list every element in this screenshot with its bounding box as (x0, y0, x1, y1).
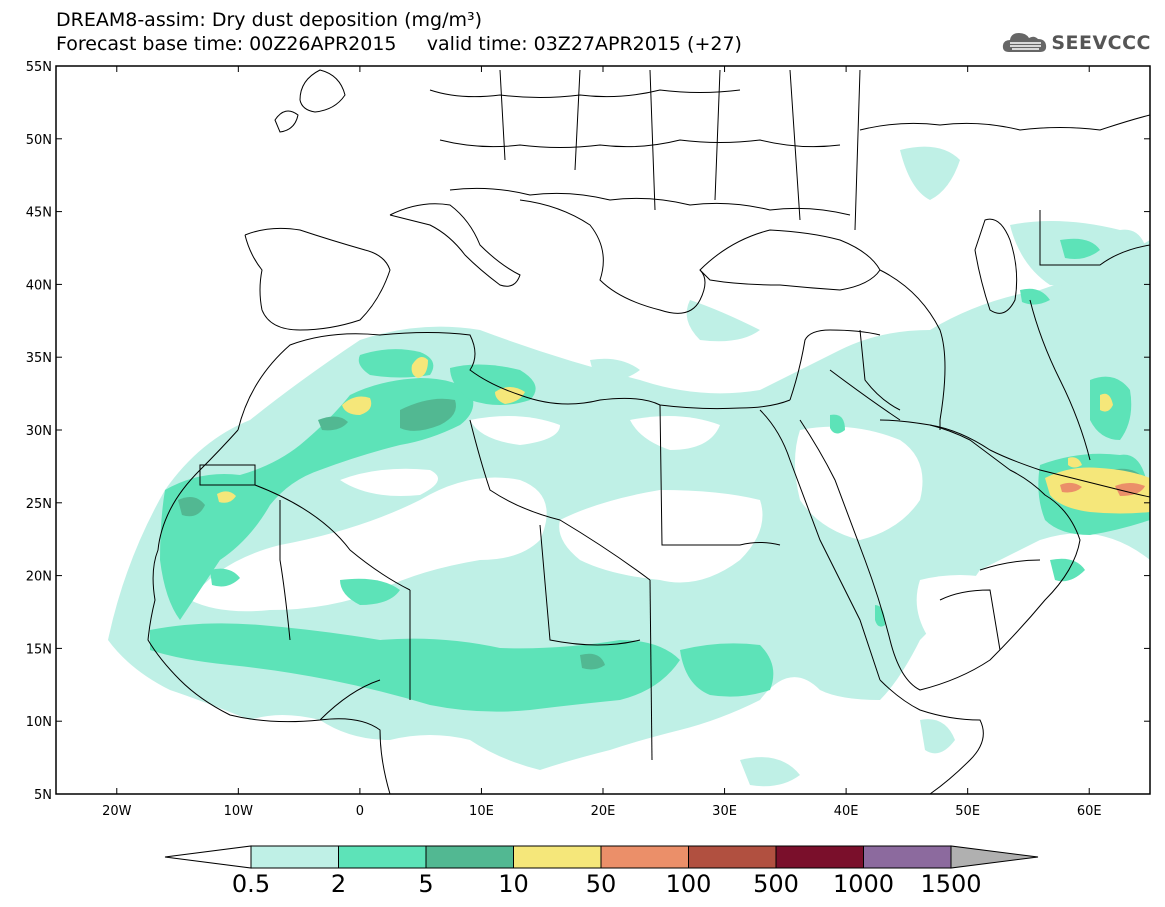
colorbar-swatch (513, 845, 602, 869)
seevccc-logo: SEEVCCC (1001, 28, 1151, 58)
lon-label: 40E (834, 804, 859, 819)
colorbar-label: 5 (418, 870, 434, 898)
lat-label: 40N (26, 278, 52, 293)
colorbar-label: 2 (330, 870, 347, 898)
base-time: Forecast base time: 00Z26APR2015 (56, 33, 397, 55)
lat-label: 20N (26, 570, 52, 585)
lat-label: 45N (26, 206, 52, 221)
logo-text: SEEVCCC (1051, 32, 1151, 54)
lon-label: 20E (591, 804, 616, 819)
colorbar-low-arrow (164, 845, 252, 869)
lat-label: 55N (26, 60, 52, 75)
lon-label: 60E (1077, 804, 1102, 819)
lat-label: 35N (26, 351, 52, 366)
colorbar-label: 0.5 (231, 870, 271, 898)
colorbar-swatch (425, 845, 514, 869)
lon-label: 50E (955, 804, 980, 819)
lat-label: 10N (26, 715, 52, 730)
lat-label: 50N (26, 133, 52, 148)
lon-label: 10E (469, 804, 494, 819)
map-title: DREAM8-assim: Dry dust deposition (mg/m³… (56, 9, 483, 31)
coastlines (147, 69, 1150, 794)
lon-label: 20W (102, 804, 132, 819)
lon-label: 30E (712, 804, 737, 819)
colorbar-swatch (863, 845, 952, 869)
clear-areas (190, 416, 1003, 654)
lon-label: 0 (356, 804, 364, 819)
colorbar-swatch (775, 845, 864, 869)
valid-time: valid time: 03Z27APR2015 (+27) (426, 33, 742, 55)
lat-label: 15N (26, 642, 52, 657)
lat-label: 30N (26, 424, 52, 439)
colorbar-label: 50 (585, 870, 617, 898)
lat-label: 25N (26, 497, 52, 512)
lon-label: 10W (224, 804, 254, 819)
lat-label: 5N (34, 788, 52, 803)
deposition-fields (108, 69, 1150, 794)
colorbar-label: 100 (665, 870, 712, 898)
cloud-icon (1003, 33, 1047, 52)
colorbar-label: 10 (498, 870, 529, 898)
latitude-labels: 5N 10N 15N 20N 25N 30N 35N 40N 45N 50N 55N (26, 60, 52, 803)
colorbar-label: 1500 (920, 870, 982, 898)
longitude-labels: 20W 10W 0 10E 20E 30E 40E 50E 60E (102, 804, 1102, 819)
colorbar-swatch (600, 845, 689, 869)
axis-ticks (56, 65, 1150, 795)
colorbar-label: 500 (753, 870, 799, 898)
colorbar-high-arrow (950, 845, 1039, 869)
colorbar (164, 845, 1039, 869)
colorbar-swatch (338, 845, 427, 869)
forecast-times: Forecast base time: 00Z26APR2015 valid t… (56, 33, 742, 55)
deposition-level-50 (1060, 482, 1145, 496)
colorbar-swatch (250, 845, 339, 869)
deposition-level-10 (217, 356, 1150, 514)
colorbar-label: 1000 (832, 870, 895, 898)
colorbar-swatch (688, 845, 777, 869)
